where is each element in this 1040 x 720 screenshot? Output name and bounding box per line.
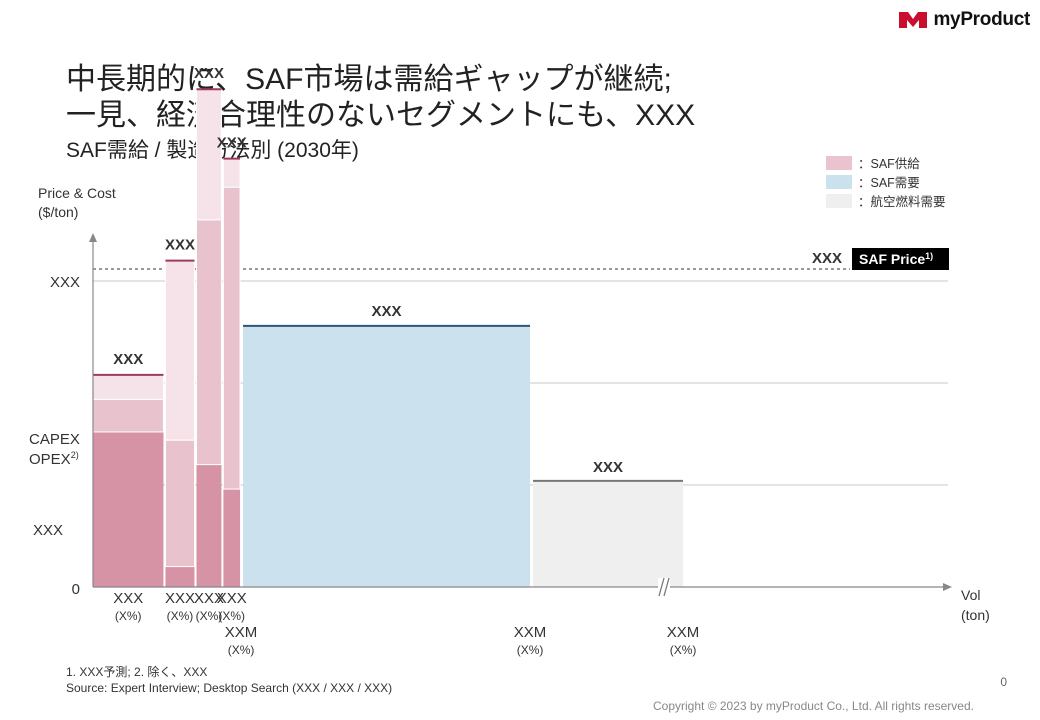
supply-bar-top [92,374,164,400]
chart-legend: ：SAF供給 ：SAF需要 ：航空燃料需要 [826,153,946,210]
y-axis-arrow-icon [89,233,97,242]
opex-label: OPEX2) [29,450,79,468]
bars-layer: XXX XXX XXX XXX XXX XXX [92,65,684,587]
supply-volume-pct-label: (X%) [167,609,194,623]
capex-label: CAPEX [29,431,80,448]
legend-item-fuel-demand: ：航空燃料需要 [826,191,946,210]
supply-volume-pct-label: (X%) [115,609,142,623]
x-labels-layer: XXX(X%)XXX(X%)XXX(X%)XXX(X%)XXM(X%)XXM(X… [113,590,699,657]
logo-text: myProduct [933,9,1030,30]
cumulative-volume-pct-label: (X%) [670,643,697,657]
title-line-2: 一見、経済合理性のないセグメントにも、XXX [66,99,696,132]
supply-bar-total-label: XXX [113,351,143,368]
saf-price-label: SAF Price1) [859,251,933,267]
saf-demand-total-label: XXX [372,303,402,320]
supply-bar-capex [222,186,241,490]
saf-demand-bar [243,325,531,587]
supply-bar-total-label: XXX [165,237,195,254]
supply-volume-label: XXX [194,590,224,607]
saf-price-value: XXX [812,250,842,267]
page-title: 中長期的に、SAF市場は需給ギャップが継続; 一見、経済合理性のないセグメントに… [66,62,695,134]
cumulative-volume-label: XXM [514,624,547,641]
fuel-demand-bar [533,480,684,587]
supply-volume-label: XXX [165,590,195,607]
cumulative-volume-label: XXM [225,624,258,641]
supply-volume-pct-label: (X%) [196,609,223,623]
supply-volume-label: XXX [113,590,143,607]
brand-logo: myProduct [899,9,1030,31]
supply-bar-capex [164,439,195,568]
legend-item-saf-supply: ：SAF供給 [826,153,946,172]
supply-bar-opex [196,464,222,587]
x-axis-title-line-1: Vol [961,587,980,603]
y-tick-label: XXX [50,274,80,291]
supply-bar-total-label: XXX [194,65,224,82]
copyright: Copyright © 2023 by myProduct Co., Ltd. … [653,699,974,713]
supply-bar-capex [92,398,164,433]
supply-bar-top [164,260,195,441]
title-line-1: 中長期的に、SAF市場は需給ギャップが継続; [66,63,672,96]
supply-volume-label: XXX [217,590,247,607]
supply-bar-top [222,158,241,188]
legend-item-saf-demand: ：SAF需要 [826,172,946,191]
supply-bar-opex [93,431,164,587]
saf-price-badge [852,248,949,270]
legend-swatch [826,155,852,170]
footnote-line: 1. XXX予測; 2. 除く、XXX [66,665,208,679]
y-axis-title-line-1: Price & Cost [38,185,116,201]
logo-mark-icon [899,12,928,28]
supply-bar-opex [223,489,241,587]
legend-swatch [826,193,852,208]
axis-break-icon [658,577,670,597]
page-number: 0 [1000,675,1007,689]
legend-swatch [826,174,852,189]
supply-bar-opex [165,566,195,587]
supply-bar-capex [196,219,222,466]
legend-label: ：航空燃料需要 [858,195,946,209]
legend-label: ：SAF需要 [858,176,920,190]
fuel-demand-total-label: XXX [593,459,623,476]
y-tick-label: XXX [33,522,63,539]
x-axis-title-line-2: (ton) [961,607,990,623]
cumulative-volume-label: XXM [667,624,700,641]
y-tick-label: 0 [72,581,80,598]
supply-bar-top [196,88,222,221]
legend-label: ：SAF供給 [858,157,920,171]
cumulative-volume-pct-label: (X%) [228,643,255,657]
supply-volume-pct-label: (X%) [218,609,245,623]
supply-bar-total-label: XXX [217,135,247,152]
x-axis-arrow-icon [943,583,952,591]
y-axis-title-line-2: ($/ton) [38,204,78,220]
source-line: Source: Expert Interview; Desktop Search… [66,681,393,695]
cumulative-volume-pct-label: (X%) [517,643,544,657]
footnotes: 1. XXX予測; 2. 除く、XXX Source: Expert Inter… [66,664,392,696]
